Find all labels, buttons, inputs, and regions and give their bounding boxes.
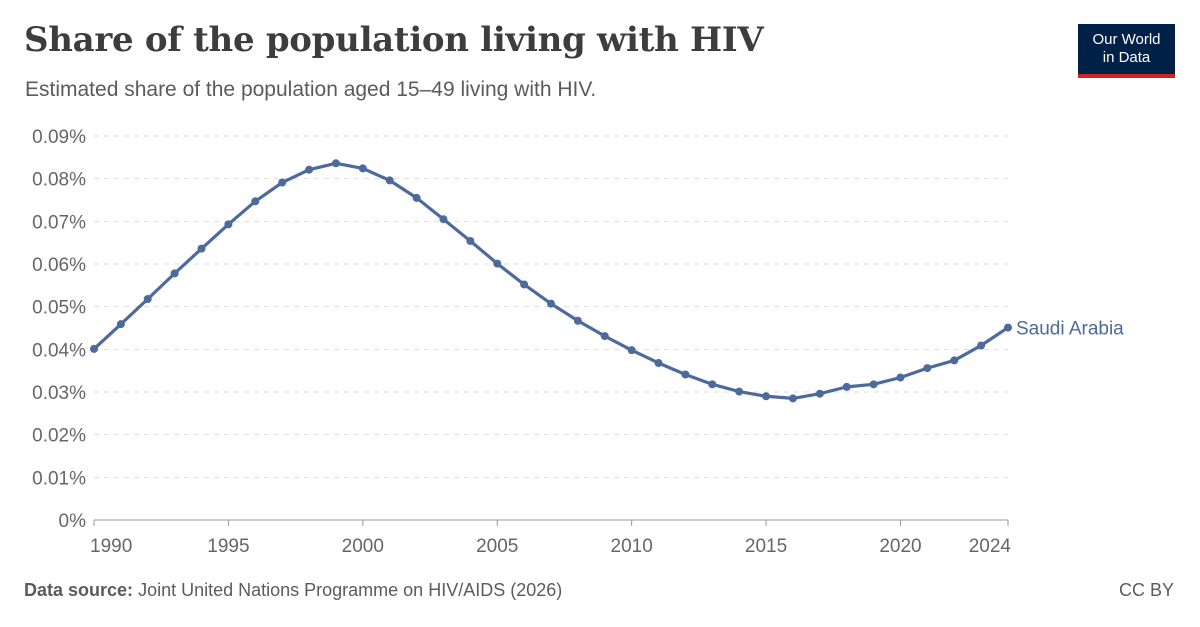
data-source-text: Joint United Nations Programme on HIV/AI… bbox=[138, 580, 563, 600]
data-point[interactable] bbox=[573, 316, 582, 325]
data-point[interactable] bbox=[305, 165, 314, 174]
owid-logo[interactable]: Our World in Data bbox=[1078, 24, 1175, 78]
x-tick-label: 1990 bbox=[90, 536, 132, 557]
data-point[interactable] bbox=[116, 320, 125, 329]
data-point[interactable] bbox=[143, 294, 152, 303]
data-point[interactable] bbox=[627, 346, 636, 355]
y-tick-label: 0.07% bbox=[32, 212, 86, 233]
x-tick-label: 1995 bbox=[207, 536, 249, 557]
data-point[interactable] bbox=[708, 380, 717, 389]
y-tick-label: 0.09% bbox=[32, 127, 86, 148]
data-point[interactable] bbox=[735, 387, 744, 396]
chart-title: Share of the population living with HIV bbox=[24, 20, 764, 60]
data-point[interactable] bbox=[788, 394, 797, 403]
data-point[interactable] bbox=[681, 370, 690, 379]
data-point[interactable] bbox=[950, 356, 959, 365]
x-tick-label: 2010 bbox=[611, 536, 653, 557]
y-tick-label: 0.02% bbox=[32, 426, 86, 447]
data-point[interactable] bbox=[90, 344, 98, 353]
data-point[interactable] bbox=[842, 382, 851, 391]
x-tick-label: 2024 bbox=[969, 536, 1012, 557]
grid-layer bbox=[94, 135, 1008, 478]
data-point[interactable] bbox=[466, 236, 475, 245]
data-point[interactable] bbox=[412, 193, 421, 202]
data-point[interactable] bbox=[197, 244, 206, 253]
data-point[interactable] bbox=[224, 220, 233, 229]
data-point[interactable] bbox=[600, 332, 609, 341]
series-line bbox=[92, 161, 1010, 400]
data-point[interactable] bbox=[520, 280, 529, 289]
series-label: Saudi Arabia bbox=[1016, 319, 1124, 340]
license-link[interactable]: CC BY bbox=[1118, 580, 1174, 600]
data-source: Data source: Joint United Nations Progra… bbox=[24, 580, 562, 601]
chart-subtitle: Estimated share of the population aged 1… bbox=[25, 78, 597, 101]
data-point[interactable] bbox=[1004, 323, 1012, 332]
data-point[interactable] bbox=[896, 373, 905, 382]
data-point[interactable] bbox=[439, 215, 448, 224]
y-tick-label: 0.03% bbox=[32, 383, 86, 404]
x-tick-label: 2000 bbox=[342, 536, 384, 557]
y-tick-label: 0.04% bbox=[32, 340, 86, 361]
data-point[interactable] bbox=[923, 364, 932, 373]
y-tick-label: 0.06% bbox=[32, 255, 86, 276]
y-tick-label: 0% bbox=[59, 511, 87, 532]
data-point[interactable] bbox=[170, 269, 179, 278]
y-tick-label: 0.08% bbox=[32, 170, 86, 191]
y-tick-label: 0.05% bbox=[32, 298, 86, 319]
data-point[interactable] bbox=[762, 392, 771, 401]
data-point[interactable] bbox=[869, 380, 878, 389]
data-point[interactable] bbox=[547, 299, 555, 308]
series-layer: Saudi Arabia bbox=[90, 159, 1124, 403]
logo-line-2: in Data bbox=[1102, 49, 1151, 66]
data-point[interactable] bbox=[385, 176, 394, 185]
data-point[interactable] bbox=[251, 197, 260, 206]
data-source-label: Data source: bbox=[24, 580, 134, 600]
x-tick-label: 2005 bbox=[476, 536, 518, 557]
data-point[interactable] bbox=[815, 389, 824, 398]
data-point[interactable] bbox=[278, 178, 287, 187]
x-tick-label: 2015 bbox=[745, 536, 787, 557]
y-axis-ticks: 0% 0.01% 0.02% 0.03% 0.04% 0.05% 0.06% 0.07% 0.0… bbox=[32, 127, 86, 532]
x-axis: 1990 1995 2000 2005 2010 2015 2020 2024 bbox=[90, 519, 1012, 557]
data-point[interactable] bbox=[977, 341, 986, 350]
y-tick-label: 0.01% bbox=[32, 468, 86, 489]
data-point[interactable] bbox=[331, 159, 340, 168]
data-point[interactable] bbox=[358, 164, 367, 173]
logo-line-1: Our World bbox=[1092, 31, 1161, 48]
data-point[interactable] bbox=[654, 358, 663, 367]
data-point[interactable] bbox=[493, 259, 502, 268]
x-tick-label: 2020 bbox=[879, 536, 921, 557]
